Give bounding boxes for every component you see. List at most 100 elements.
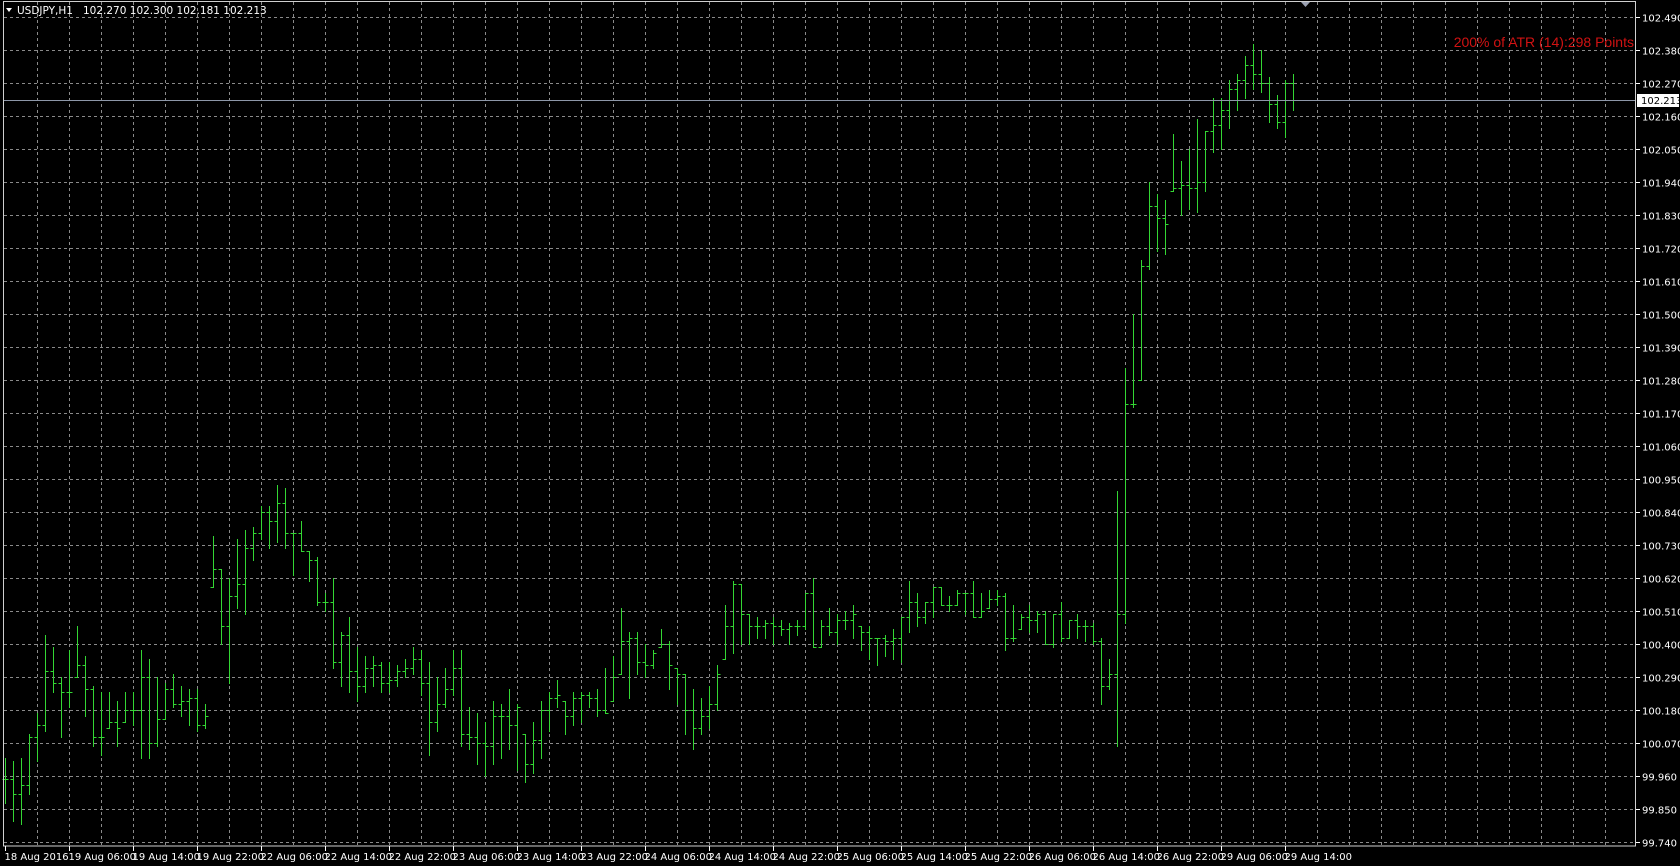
ohlc-bar — [370, 656, 377, 687]
ohlc-bar — [82, 656, 89, 717]
ohlc-bar — [1226, 80, 1233, 129]
ohlc-bar — [682, 674, 689, 735]
ohlc-bar — [1106, 659, 1113, 690]
ohlc-bar — [1130, 314, 1137, 408]
ohlc-bar — [1026, 605, 1033, 633]
ohlc-bar — [178, 686, 185, 717]
time-tick-label: 29 Aug 06:00 — [1221, 852, 1288, 863]
ohlc-bar — [322, 593, 329, 612]
time-tick-label: 26 Aug 22:00 — [1157, 852, 1224, 863]
ohlc-bar — [642, 644, 649, 678]
ohlc-bar — [34, 713, 41, 762]
ohlc-bar — [266, 506, 273, 549]
ohlc-bar — [226, 578, 233, 684]
price-axis[interactable]: 102.490 102.380 102.270 102.160 102.050 101.9… — [1636, 14, 1680, 850]
ohlc-bar — [914, 593, 921, 627]
ohlc-bar — [1194, 119, 1201, 213]
chart-shift-triangle-icon[interactable] — [1301, 2, 1310, 7]
ohlc-bar — [1050, 614, 1057, 648]
time-tick-label: 25 Aug 22:00 — [965, 852, 1032, 863]
price-tick-label: 102.270 — [1642, 80, 1680, 91]
ohlc-bar — [954, 590, 961, 606]
price-tick-label: 101.390 — [1642, 344, 1680, 355]
price-tick-label: 99.850 — [1642, 806, 1677, 817]
ohlc-bar — [722, 605, 729, 660]
ohlc-bar — [410, 647, 417, 675]
ohlc-bar — [90, 686, 97, 747]
ohlc-bar — [618, 608, 625, 675]
ohlc-bar — [890, 629, 897, 660]
time-tick-label: 22 Aug 14:00 — [325, 852, 392, 863]
price-tick-label: 100.730 — [1642, 542, 1680, 553]
ohlc-bar — [522, 734, 529, 783]
chart-frame — [3, 1, 1636, 847]
time-tick-label: 24 Aug 22:00 — [773, 852, 840, 863]
time-tick-label: 19 Aug 22:00 — [197, 852, 264, 863]
price-tick-label: 101.610 — [1642, 278, 1680, 289]
ohlc-bar — [978, 593, 985, 618]
price-tick-label: 99.740 — [1642, 839, 1677, 850]
ohlc-bar — [578, 692, 585, 723]
ohlc-bar — [298, 521, 305, 552]
ohlc-bar — [610, 656, 617, 702]
ohlc-bar — [1090, 623, 1097, 645]
ohlc-bar — [1082, 620, 1089, 642]
ohlc-bar — [306, 551, 313, 582]
ohlc-bar — [450, 650, 457, 696]
ohlc-bar — [802, 593, 809, 630]
ohlc-bar — [1146, 182, 1153, 270]
ohlc-bar — [314, 557, 321, 606]
ohlc-bar — [42, 635, 49, 732]
ohlc-bar — [658, 629, 665, 648]
ohlc-bar — [250, 527, 257, 561]
ohlc-bar — [1170, 134, 1177, 192]
chart-header[interactable]: USDJPY,H1 102.270 102.300 102.181 102.21… — [6, 5, 267, 17]
ohlc-bar — [826, 608, 833, 636]
ohlc-bar — [858, 626, 865, 651]
ohlc-bar — [18, 758, 25, 825]
ohlc-bar — [458, 650, 465, 747]
ohlc-bar — [242, 530, 249, 615]
time-tick-label: 26 Aug 06:00 — [1029, 852, 1096, 863]
ohlc-bar — [114, 701, 121, 747]
ohlc-bar — [146, 659, 153, 759]
ohlc-bar — [346, 617, 353, 693]
ohlc-bar — [426, 662, 433, 756]
ohlc-bar — [386, 662, 393, 693]
ohlc-bar — [706, 686, 713, 729]
ohlc-bar — [506, 689, 513, 750]
ohlc-bar — [1122, 368, 1129, 624]
ohlc-bar — [778, 620, 785, 636]
price-tick-label: 100.950 — [1642, 476, 1680, 487]
time-tick-label: 23 Aug 06:00 — [453, 852, 520, 863]
ohlc-bars — [2, 44, 1297, 825]
ohlc-bar — [202, 704, 209, 729]
ohlc-bar — [106, 692, 113, 729]
ohlc-bar — [282, 488, 289, 549]
ohlc-bar — [850, 605, 857, 639]
ohlc-bar — [1242, 56, 1249, 99]
ohlc-bar — [906, 581, 913, 633]
ohlc-bar — [1282, 80, 1289, 138]
time-tick-label: 23 Aug 22:00 — [581, 852, 648, 863]
ohlc-bar — [490, 701, 497, 765]
ohlc-bar — [1066, 620, 1073, 639]
ohlc-bar — [122, 692, 129, 723]
price-tick-label: 101.940 — [1642, 179, 1680, 190]
ohlc-bar — [482, 722, 489, 777]
ohlc-bar — [514, 704, 521, 771]
ohlc-bar — [138, 650, 145, 759]
ohlc-bar — [866, 626, 873, 660]
ohlc-bar — [474, 713, 481, 765]
ohlc-bar — [1202, 131, 1209, 192]
triangle-down-icon[interactable] — [6, 8, 12, 12]
ohlc-bar — [810, 578, 817, 648]
ohlc-bar — [290, 533, 297, 576]
time-tick-label: 18 Aug 2016 — [5, 852, 69, 863]
ohlc-bar — [442, 668, 449, 708]
ohlc-bar — [586, 692, 593, 708]
ohlc-bar — [570, 692, 577, 726]
ohlc-bar — [882, 635, 889, 657]
